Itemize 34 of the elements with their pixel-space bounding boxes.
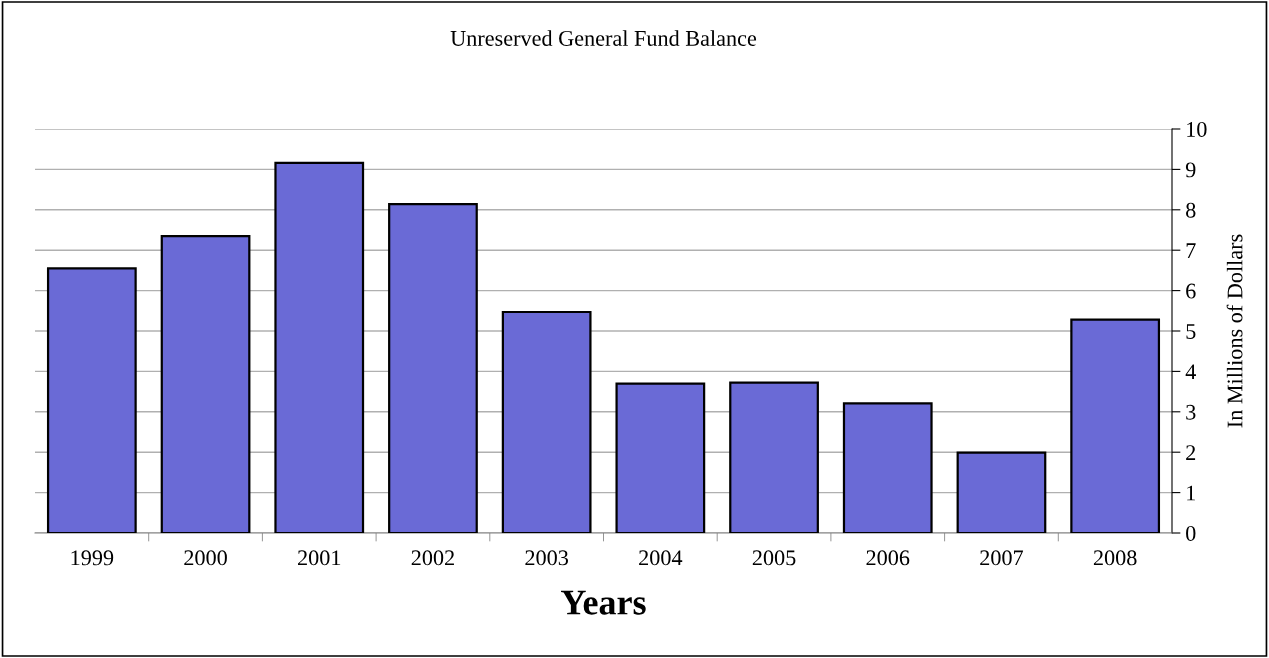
x-tick-label: 2000 [184,550,227,566]
bar [842,402,933,533]
y-tick-label: 3 [1186,404,1196,420]
y-tick-label: 8 [1186,202,1196,218]
x-tick-label: 2007 [980,550,1024,566]
bar [274,161,365,533]
x-tick-label: 2001 [298,550,341,566]
bar [160,234,251,533]
bar [1070,318,1161,533]
x-tick-label: 2003 [525,550,568,566]
x-tick-label: 2002 [411,550,454,566]
y-tick-label: 1 [1187,485,1195,501]
bar [388,203,478,533]
chart-title: Unreserved General Fund Balance [450,30,757,46]
bar [615,382,706,533]
x-axis-title: Years [561,590,646,615]
x-tick-label: 2008 [1093,550,1137,566]
y-tick-label: 0 [1186,525,1196,541]
y-tick-label: 5 [1186,324,1196,339]
x-tick-label: 2006 [866,550,910,566]
bar [46,267,137,533]
y-axis-title: In Millions of Dollars [1226,234,1243,428]
bar [956,451,1047,533]
y-tick-label: 9 [1185,162,1196,178]
y-tick-label: 6 [1186,283,1196,299]
bar [501,310,592,533]
x-tick-label: 1999 [71,550,114,566]
y-tick-label: 2 [1186,445,1196,460]
y-tick-label: 4 [1185,364,1196,380]
bar [729,381,819,533]
y-tick-label: 7 [1186,243,1196,258]
x-tick-label: 2005 [752,550,796,566]
y-tick-label: 10 [1187,121,1207,137]
x-tick-label: 2004 [639,550,683,566]
